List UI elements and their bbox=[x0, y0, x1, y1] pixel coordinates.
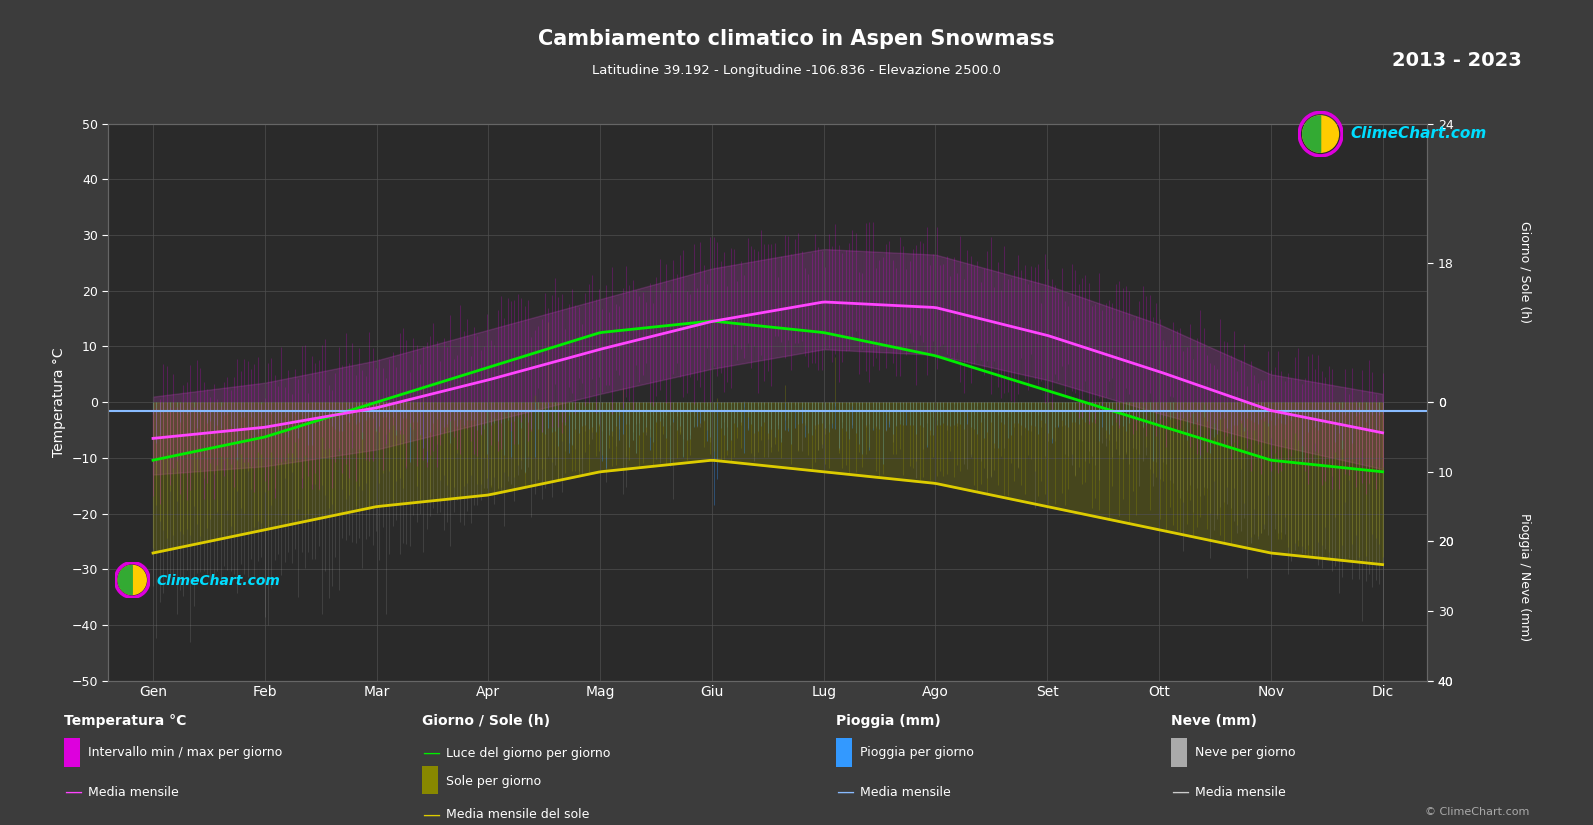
Circle shape bbox=[1303, 116, 1338, 153]
Text: 2013 - 2023: 2013 - 2023 bbox=[1392, 51, 1521, 70]
Text: ClimeChart.com: ClimeChart.com bbox=[1351, 126, 1488, 141]
Text: Giorno / Sole (h): Giorno / Sole (h) bbox=[422, 714, 550, 728]
Text: —: — bbox=[422, 744, 440, 762]
Text: Giorno / Sole (h): Giorno / Sole (h) bbox=[1518, 221, 1531, 323]
Text: ClimeChart.com: ClimeChart.com bbox=[156, 574, 280, 587]
Text: —: — bbox=[64, 783, 81, 801]
Y-axis label: Temperatura °C: Temperatura °C bbox=[53, 347, 65, 457]
Text: Neve per giorno: Neve per giorno bbox=[1195, 746, 1295, 759]
Text: Neve (mm): Neve (mm) bbox=[1171, 714, 1257, 728]
Text: Temperatura °C: Temperatura °C bbox=[64, 714, 186, 728]
Text: Media mensile: Media mensile bbox=[860, 785, 951, 799]
Text: Media mensile: Media mensile bbox=[1195, 785, 1286, 799]
Text: Media mensile: Media mensile bbox=[88, 785, 178, 799]
Text: Pioggia / Neve (mm): Pioggia / Neve (mm) bbox=[1518, 513, 1531, 642]
Text: —: — bbox=[1171, 783, 1188, 801]
Text: Luce del giorno per giorno: Luce del giorno per giorno bbox=[446, 747, 610, 760]
Text: Intervallo min / max per giorno: Intervallo min / max per giorno bbox=[88, 746, 282, 759]
Text: © ClimeChart.com: © ClimeChart.com bbox=[1424, 807, 1529, 817]
Wedge shape bbox=[1303, 116, 1321, 152]
Text: Media mensile del sole: Media mensile del sole bbox=[446, 808, 589, 821]
Text: Pioggia (mm): Pioggia (mm) bbox=[836, 714, 941, 728]
Text: —: — bbox=[422, 805, 440, 823]
Text: Latitudine 39.192 - Longitudine -106.836 - Elevazione 2500.0: Latitudine 39.192 - Longitudine -106.836… bbox=[593, 64, 1000, 78]
Circle shape bbox=[118, 565, 147, 595]
Wedge shape bbox=[118, 565, 132, 595]
Text: Pioggia per giorno: Pioggia per giorno bbox=[860, 746, 973, 759]
Text: —: — bbox=[836, 783, 854, 801]
Text: Sole per giorno: Sole per giorno bbox=[446, 775, 542, 788]
Text: Cambiamento climatico in Aspen Snowmass: Cambiamento climatico in Aspen Snowmass bbox=[538, 29, 1055, 49]
